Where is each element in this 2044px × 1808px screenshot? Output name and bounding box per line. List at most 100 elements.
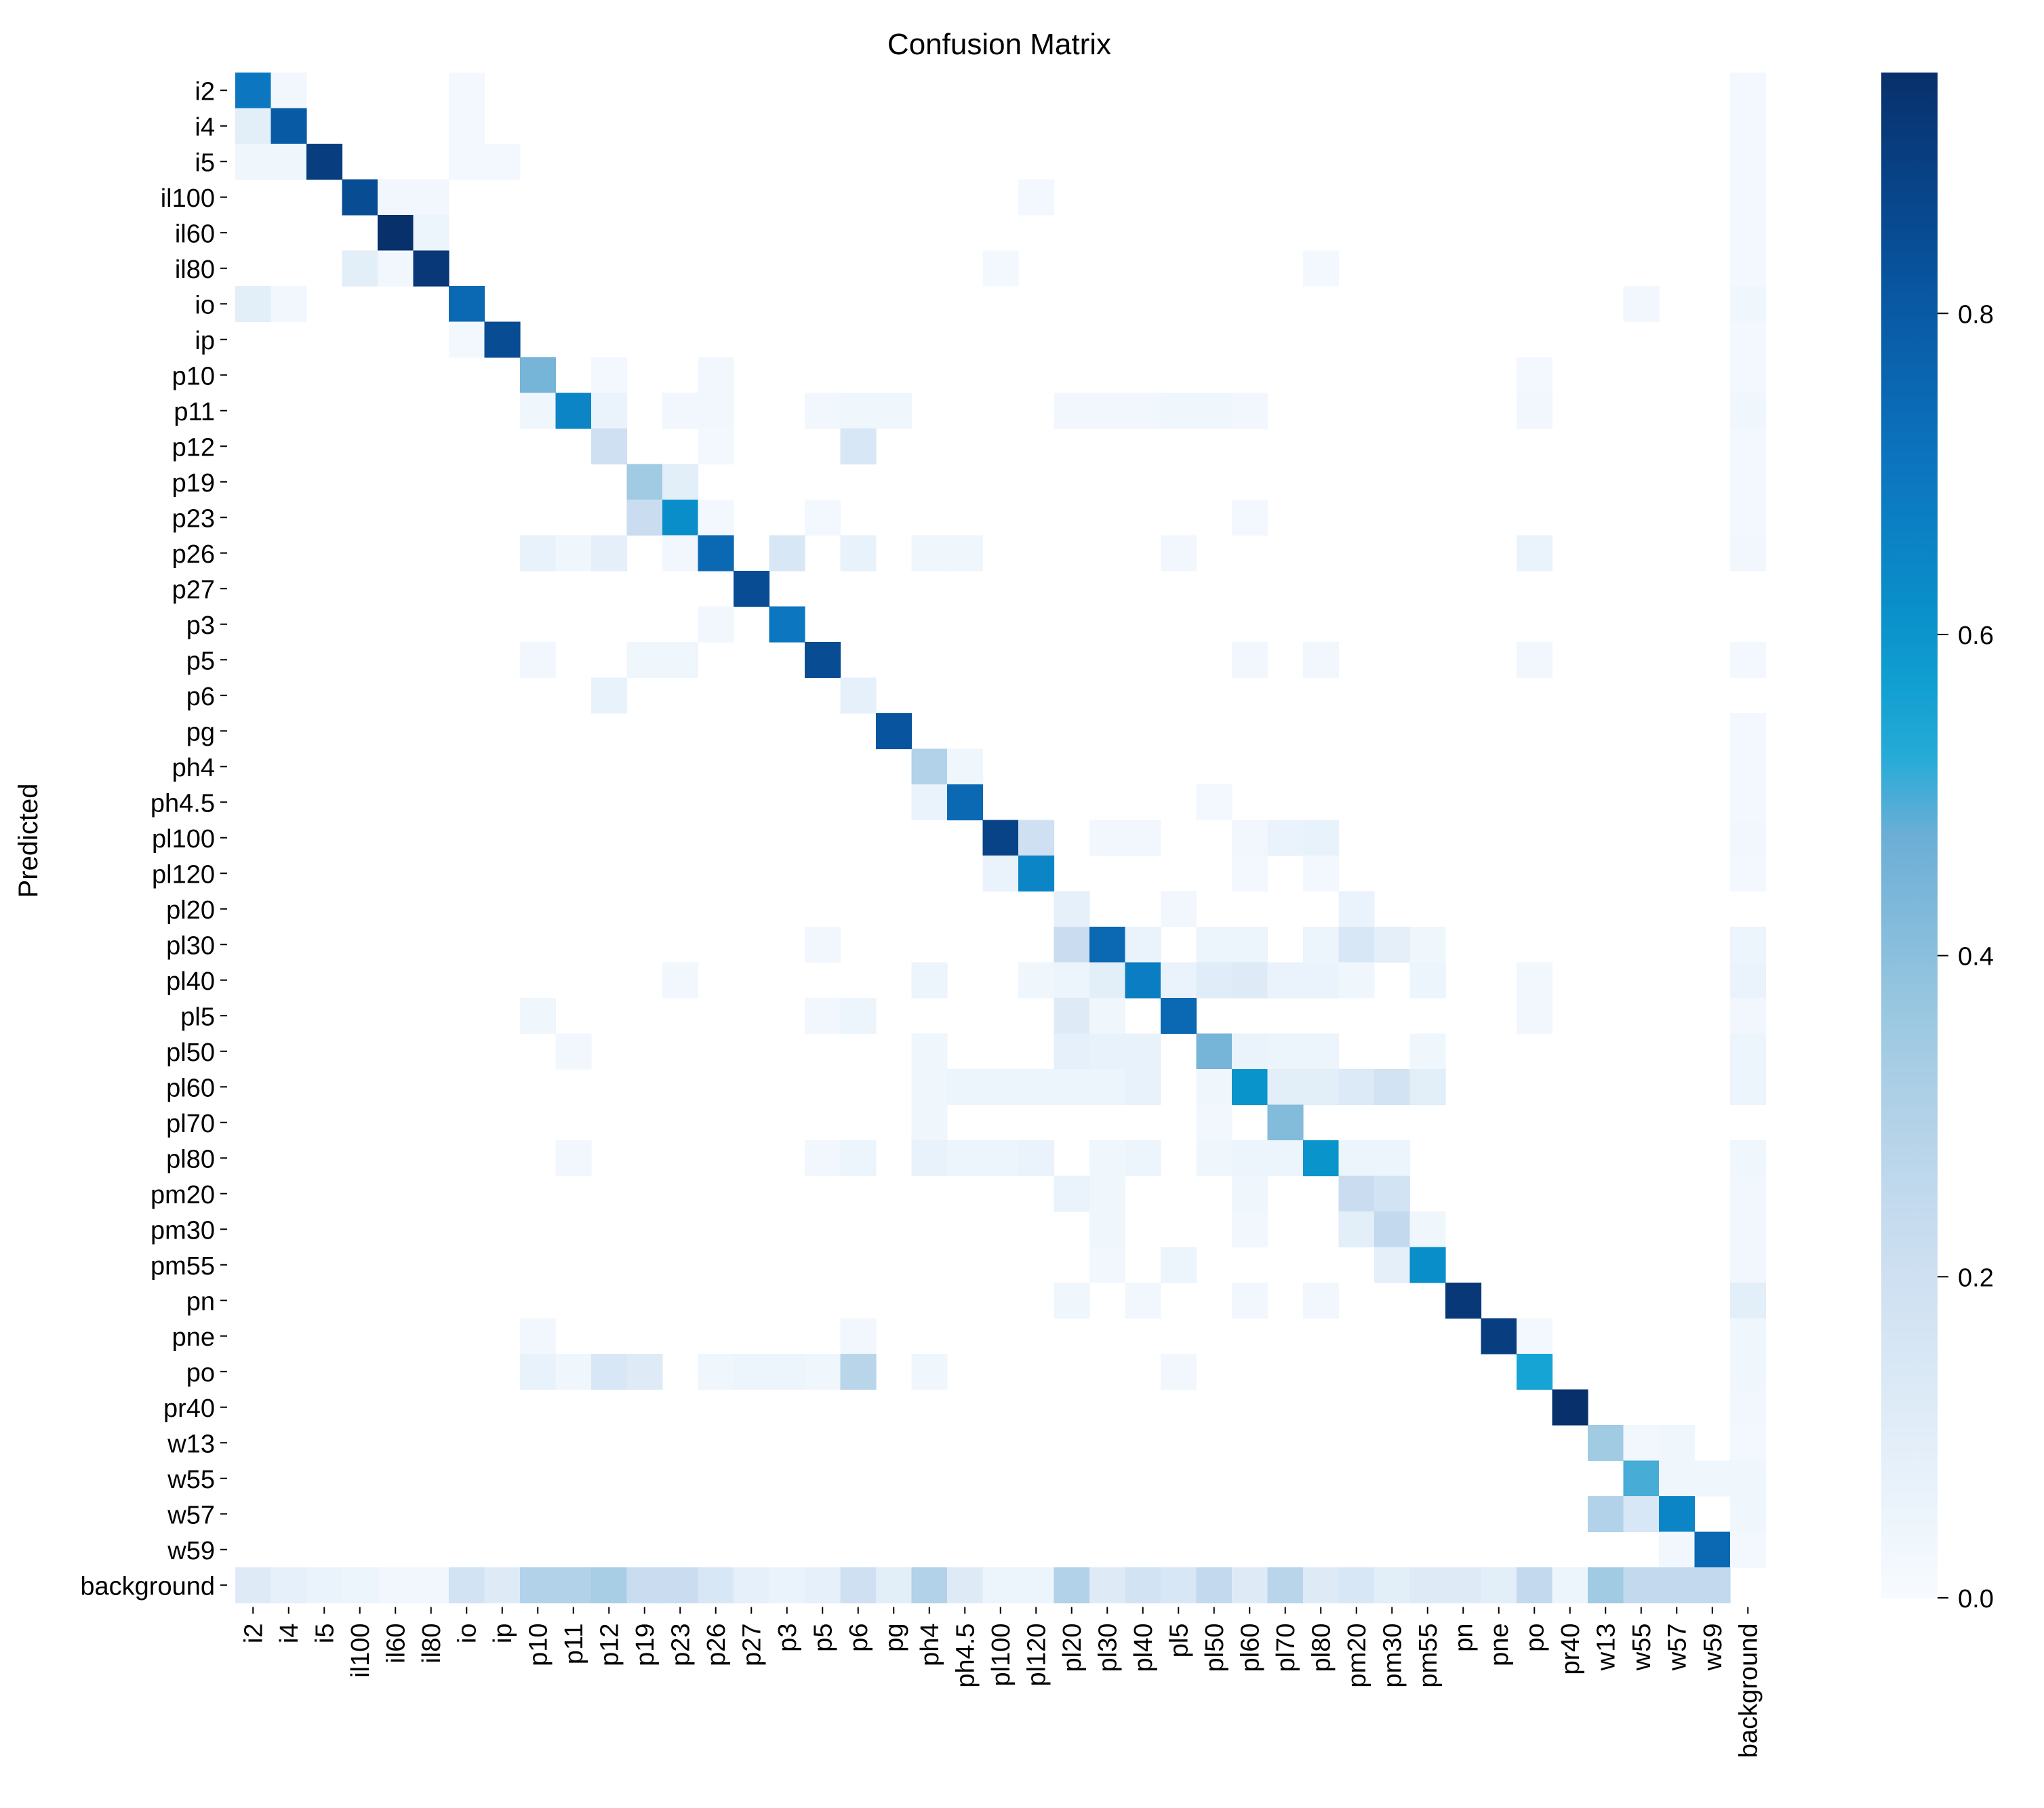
heatmap-cell [555,1140,592,1177]
heatmap-cell [1374,927,1411,963]
heatmap-cell [1125,1069,1161,1106]
heatmap-cell [1125,820,1161,856]
heatmap-cell [1409,927,1446,963]
heatmap-cell [1303,820,1340,856]
y-tick-label: p23 [172,504,215,533]
heatmap-cell [876,1567,913,1604]
x-tick-label: p11 [560,1624,588,1665]
x-tick-label: w55 [1628,1624,1656,1672]
heatmap-cell [378,179,414,216]
heatmap-cell [805,1354,841,1390]
colorbar-tick-label: 0.0 [1958,1585,1994,1613]
x-tick-label: pm55 [1414,1624,1443,1688]
heatmap-cell [982,1140,1019,1177]
x-tick-label: p19 [631,1624,660,1666]
heatmap-cell [1730,215,1767,252]
heatmap-cell [1659,1567,1696,1604]
heatmap-cell [626,464,663,500]
heatmap-cell [520,1354,557,1390]
heatmap-cell [698,1354,734,1390]
x-tick-label: background [1734,1624,1763,1759]
chart-title: Confusion Matrix [887,28,1111,61]
heatmap-cell [1730,535,1767,571]
heatmap-cell [1730,748,1767,785]
heatmap-cell [982,250,1019,287]
heatmap-cell [1125,1567,1161,1604]
heatmap-cell [555,1567,592,1604]
heatmap-cell [1054,1283,1090,1319]
heatmap-cell [1730,820,1767,856]
heatmap-cell [520,535,557,571]
heatmap-cell [1161,962,1197,999]
x-tick-label: ip [489,1624,517,1644]
heatmap-cell [1730,250,1767,287]
heatmap-cell [1196,784,1233,821]
heatmap-cell [876,393,913,429]
heatmap-cell [520,998,557,1034]
y-tick-label: p6 [186,683,215,711]
heatmap-cell [734,1567,770,1604]
heatmap-cell [1054,891,1090,927]
heatmap-cell [1730,1389,1767,1426]
heatmap-cell [1303,1069,1340,1106]
heatmap-cell [1267,1567,1304,1604]
heatmap-cell [1445,1283,1482,1319]
y-tick-label: w59 [167,1537,215,1565]
heatmap-cell [947,748,984,785]
heatmap-cell [1232,1033,1268,1070]
heatmap-cell [449,108,485,144]
heatmap-cell [591,393,628,429]
heatmap-cell [1232,1069,1268,1106]
heatmap-cell [449,286,485,323]
heatmap-cell [1730,998,1767,1034]
heatmap-cell [1089,962,1126,999]
heatmap-cell [413,1567,449,1604]
heatmap-cell [1232,1176,1268,1212]
heatmap-cell [911,962,948,999]
heatmap-cell [1623,1567,1660,1604]
x-tick-label: w13 [1592,1624,1620,1672]
heatmap-cell [911,535,948,571]
heatmap-cell [1730,1211,1767,1248]
heatmap-cell [911,748,948,785]
heatmap-cell [1409,1211,1446,1248]
heatmap-cell [1232,393,1268,429]
heatmap-cell [911,1567,948,1604]
heatmap-cell [1623,1425,1660,1462]
heatmap-cell [1481,1318,1517,1354]
heatmap-cell [1517,642,1553,679]
heatmap-cell [1409,962,1446,999]
heatmap-cell [1018,962,1055,999]
heatmap-cell [1054,1567,1090,1604]
heatmap-cell [555,1354,592,1390]
x-tick-label: ph4.5 [951,1624,980,1688]
heatmap-cell [520,393,557,429]
y-tick-label: pl5 [180,1003,215,1031]
x-tick-label: pm20 [1343,1624,1371,1688]
heatmap-cell [911,1104,948,1141]
heatmap-cell [840,998,877,1034]
heatmap-cell [1730,500,1767,536]
x-tick-label: pr40 [1557,1624,1585,1675]
heatmap-cell [1303,856,1340,892]
heatmap-cell [840,1140,877,1177]
x-tick-label: pl70 [1272,1624,1300,1672]
heatmap-cell [1445,1567,1482,1604]
heatmap-cell [1730,179,1767,216]
heatmap-cell [1517,393,1553,429]
heatmap-cell [342,250,378,287]
heatmap-cell [1730,357,1767,394]
heatmap-cell [947,784,984,821]
heatmap-cell [306,144,343,180]
heatmap-cell [449,1567,485,1604]
heatmap-cell [591,428,628,465]
heatmap-cell [1161,1247,1197,1283]
x-tick-label: p23 [666,1624,695,1666]
heatmap-cell [805,642,841,679]
heatmap-cell [947,535,984,571]
heatmap-cell [698,1567,734,1604]
heatmap-cell [1694,1460,1731,1497]
heatmap-cell [591,1354,628,1390]
heatmap-cell [342,1567,378,1604]
heatmap-cell [1338,1069,1375,1106]
